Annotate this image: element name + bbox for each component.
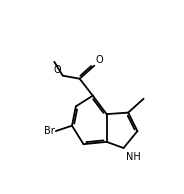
Text: O: O <box>54 65 61 75</box>
Text: Br: Br <box>43 126 54 136</box>
Text: NH: NH <box>126 152 141 162</box>
Text: O: O <box>96 55 103 65</box>
